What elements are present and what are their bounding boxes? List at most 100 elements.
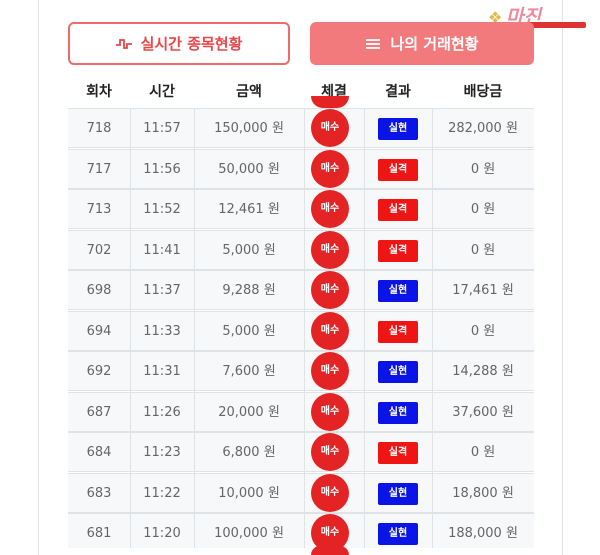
cell-time: 11:52 xyxy=(143,202,181,217)
tab-live-status[interactable]: 실시간 종목현황 xyxy=(68,22,290,65)
column-divider xyxy=(364,433,365,473)
cell-amount: 100,000 원 xyxy=(214,526,284,541)
column-divider xyxy=(432,109,433,149)
buy-badge: 매수 xyxy=(311,271,349,309)
column-divider xyxy=(130,109,131,149)
buy-badge: 매수 xyxy=(311,392,349,431)
cell-round: 717 xyxy=(86,161,112,177)
cell-round: 713 xyxy=(86,202,112,217)
cell-round: 694 xyxy=(86,323,112,339)
column-divider xyxy=(304,433,305,473)
column-divider xyxy=(130,352,131,392)
cell-amount: 50,000 원 xyxy=(218,161,280,177)
cell-round: 687 xyxy=(86,404,112,420)
table-row: 683 11:22 10,000 원 18,800 원 매수 실현 xyxy=(68,472,534,514)
cell-time: 11:22 xyxy=(143,485,181,501)
cell-time: 11:56 xyxy=(143,161,181,177)
column-divider xyxy=(432,433,433,473)
cell-round: 684 xyxy=(86,445,112,460)
trade-history-table: 718 11:57 150,000 원 282,000 원 매수 실현 717 11:56 50… xyxy=(68,108,534,548)
column-divider xyxy=(194,109,195,149)
buy-badge: 매수 xyxy=(311,433,349,471)
result-badge-disqualified: 실격 xyxy=(378,239,418,262)
result-badge-disqualified: 실격 xyxy=(378,442,418,464)
buy-badge: 매수 xyxy=(311,230,349,269)
column-divider xyxy=(364,190,365,230)
column-divider xyxy=(194,392,195,433)
table-row: 717 11:56 50,000 원 0 원 매수 실격 xyxy=(68,148,534,190)
column-divider xyxy=(194,473,195,514)
column-divider xyxy=(364,271,365,311)
column-divider xyxy=(432,190,433,230)
cell-time: 11:31 xyxy=(143,364,181,379)
column-divider xyxy=(130,514,131,548)
cell-payout: 14,288 원 xyxy=(452,364,514,379)
cell-amount: 9,288 원 xyxy=(222,283,276,298)
cell-time: 11:23 xyxy=(143,445,181,460)
cell-amount: 7,600 원 xyxy=(222,364,276,379)
tab-my-trades[interactable]: 나의 거래현황 xyxy=(310,22,534,65)
cell-payout: 0 원 xyxy=(470,242,496,258)
column-divider xyxy=(364,109,365,149)
column-divider xyxy=(130,433,131,473)
column-divider xyxy=(432,473,433,514)
table-row: 718 11:57 150,000 원 282,000 원 매수 실현 xyxy=(68,108,534,149)
table-header: 회차 시간 금액 체결 결과 배당금 xyxy=(68,76,534,106)
column-divider xyxy=(130,392,131,433)
column-divider xyxy=(432,392,433,433)
column-divider xyxy=(432,352,433,392)
result-badge-realized: 실현 xyxy=(378,280,418,302)
cell-amount: 6,800 원 xyxy=(222,445,276,460)
result-badge-disqualified: 실격 xyxy=(378,158,418,181)
buy-badge: 매수 xyxy=(311,190,349,228)
column-divider xyxy=(130,311,131,352)
cell-amount: 5,000 원 xyxy=(222,323,276,339)
cell-time: 11:33 xyxy=(143,323,181,339)
column-divider xyxy=(432,311,433,352)
header-amount: 금액 xyxy=(236,84,262,100)
table-row: 681 11:20 100,000 원 188,000 원 매수 실현 xyxy=(68,513,534,548)
column-divider xyxy=(364,392,365,433)
column-divider xyxy=(130,271,131,311)
table-row: 702 11:41 5,000 원 0 원 매수 실격 xyxy=(68,229,534,271)
column-divider xyxy=(194,352,195,392)
cell-payout: 0 원 xyxy=(470,161,496,177)
table-row: 698 11:37 9,288 원 17,461 원 매수 실현 xyxy=(68,270,534,311)
buy-badge: 매수 xyxy=(311,311,349,350)
header-result: 결과 xyxy=(385,84,411,100)
buy-badge-partial-top xyxy=(311,96,349,108)
cell-amount: 150,000 원 xyxy=(214,121,284,136)
cell-time: 11:26 xyxy=(143,404,181,420)
column-divider xyxy=(432,271,433,311)
column-divider xyxy=(432,230,433,271)
column-divider xyxy=(364,230,365,271)
buy-badge: 매수 xyxy=(311,514,349,548)
cell-round: 718 xyxy=(86,121,112,136)
cell-payout: 282,000 원 xyxy=(448,121,518,136)
cell-time: 11:20 xyxy=(143,526,181,541)
column-divider xyxy=(304,514,305,548)
column-divider xyxy=(304,311,305,352)
column-divider xyxy=(194,230,195,271)
column-divider xyxy=(364,473,365,514)
column-divider xyxy=(304,352,305,392)
cell-time: 11:41 xyxy=(143,242,181,258)
watermark-ribbon xyxy=(510,22,586,28)
column-divider xyxy=(304,473,305,514)
buy-badge: 매수 xyxy=(311,109,349,147)
cell-payout: 0 원 xyxy=(470,445,496,460)
column-divider xyxy=(364,352,365,392)
table-row: 694 11:33 5,000 원 0 원 매수 실격 xyxy=(68,310,534,352)
cell-amount: 5,000 원 xyxy=(222,242,276,258)
cell-payout: 17,461 원 xyxy=(452,283,514,298)
column-divider xyxy=(194,433,195,473)
cell-payout: 0 원 xyxy=(470,202,496,217)
cell-time: 11:57 xyxy=(143,121,181,136)
column-divider xyxy=(194,190,195,230)
result-badge-disqualified: 실격 xyxy=(378,199,418,221)
cell-time: 11:37 xyxy=(143,283,181,298)
header-round: 회차 xyxy=(86,84,112,100)
buy-badge: 매수 xyxy=(311,473,349,512)
column-divider xyxy=(304,190,305,230)
column-divider xyxy=(130,190,131,230)
